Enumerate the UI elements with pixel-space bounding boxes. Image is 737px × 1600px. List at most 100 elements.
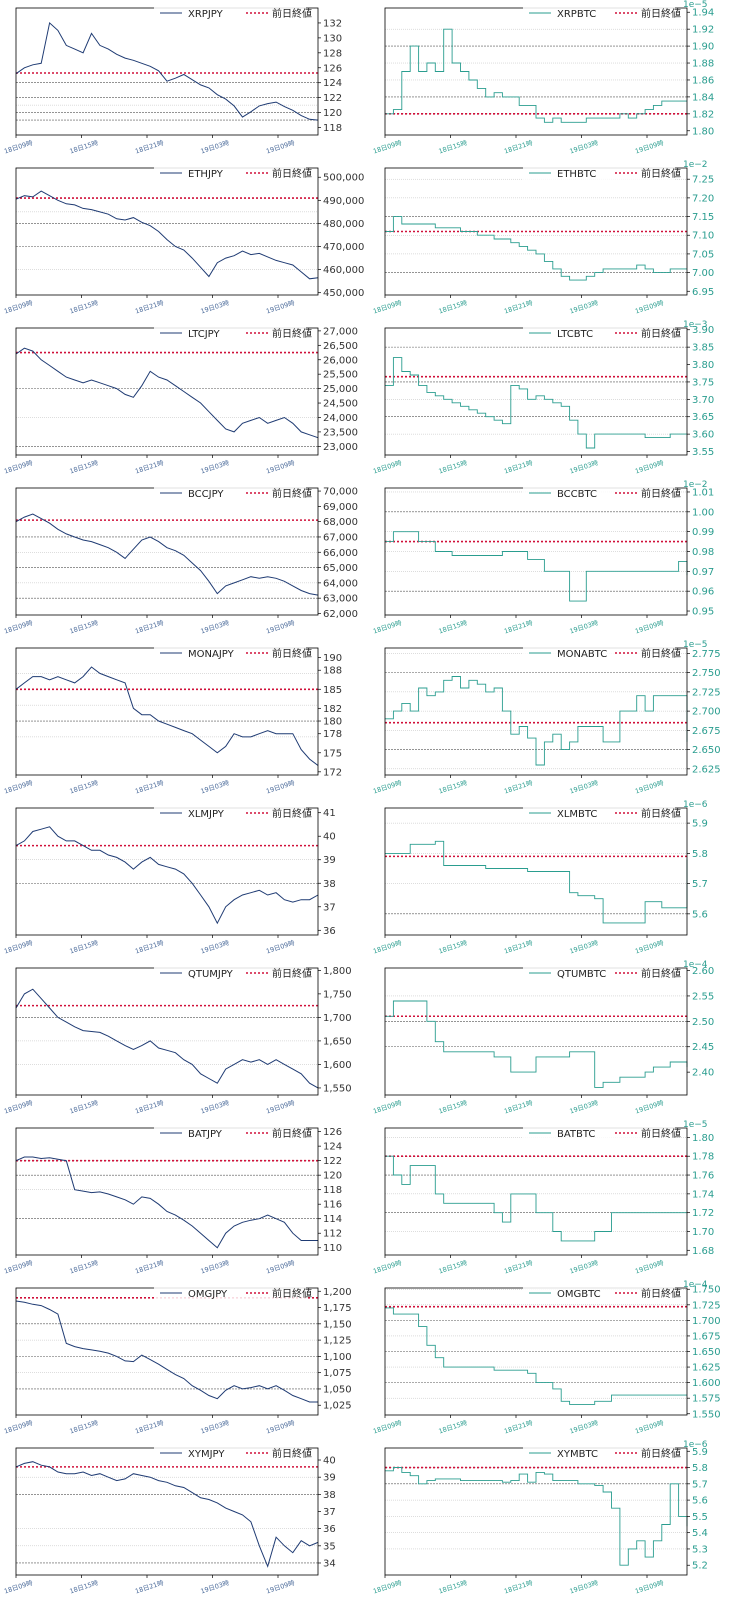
legend-prev-close-label: 前日終値: [272, 327, 312, 340]
y-tick-label: 66,000: [323, 548, 358, 559]
x-tick-label: 18日15時: [438, 299, 469, 316]
series-line-ltcbtc: [385, 357, 687, 449]
chart-svg: 36 37 38 39 40 41 18日09時 18日15時 18日21時 19日03時 19日0…: [3, 806, 336, 956]
chart-svg: 1.68 1.70 1.72 1.74 1.76 1.78 1.80 1e−5 18日09時 18…: [372, 1120, 714, 1275]
y-exponent: 1e−5: [683, 0, 708, 10]
y-tick-label: 128: [323, 48, 342, 59]
series-line-xrpjpy: [15, 21, 319, 121]
chart-panel-xlmjpy: 36 37 38 39 40 41 18日09時 18日15時 18日21時 19日03時 19日0…: [0, 800, 368, 960]
y-tick-label: 0.96: [692, 587, 714, 598]
legend-box: [523, 806, 675, 822]
legend-box: [154, 6, 306, 22]
y-tick-label: 68,000: [323, 517, 358, 528]
y-tick-label: 172: [323, 767, 342, 778]
y-exponent: 1e−5: [683, 1120, 708, 1130]
y-tick-label: 5.7: [692, 879, 708, 890]
x-tick-label: 19日09時: [265, 1419, 296, 1436]
y-tick-label: 450,000: [323, 288, 364, 299]
legend-box: [154, 966, 306, 982]
y-tick-label: 7.20: [692, 193, 714, 204]
x-tick-label: 18日21時: [134, 1099, 165, 1116]
plot-frame: [15, 807, 319, 936]
x-tick-label: 19日09時: [265, 939, 296, 956]
y-tick-label: 0.98: [692, 547, 714, 558]
x-tick-label: 18日09時: [372, 779, 403, 796]
y-tick-label: 130: [323, 33, 342, 44]
x-tick-label: 19日09時: [634, 299, 665, 316]
y-tick-label: 5.6: [692, 909, 708, 920]
legend-series-name: ETHJPY: [188, 169, 224, 180]
x-tick-label: 18日21時: [134, 1579, 165, 1596]
x-tick-label: 18日15時: [69, 1419, 100, 1436]
x-tick-label: 18日09時: [372, 1579, 403, 1596]
y-tick-label: 120: [323, 1171, 342, 1182]
chart-svg: 34 35 36 37 38 39 40 18日09時 18日15時 18日21時 19日03時 19…: [3, 1446, 336, 1596]
y-tick-label: 26,500: [323, 341, 358, 352]
legend-box: [523, 1286, 675, 1302]
chart-svg: 1,025 1,050 1,075 1,100 1,125 1,150 1,175 1,200…: [3, 1286, 352, 1436]
y-tick-label: 1.74: [692, 1189, 714, 1200]
legend-prev-close-label: 前日終値: [272, 807, 312, 820]
y-tick-label: 5.9: [692, 819, 708, 830]
y-tick-label: 69,000: [323, 502, 358, 513]
chart-svg: 62,000 63,000 64,000 65,000 66,000 67,000 68,0…: [3, 486, 358, 636]
x-tick-label: 19日03時: [569, 139, 600, 156]
legend-box: [154, 646, 306, 662]
y-tick-label: 126: [323, 63, 342, 74]
x-tick-label: 18日15時: [438, 619, 469, 636]
y-tick-label: 38: [323, 879, 336, 890]
x-tick-label: 18日09時: [372, 1419, 403, 1436]
x-tick-label: 18日09時: [3, 1099, 34, 1116]
legend-prev-close-label: 前日終値: [641, 167, 681, 180]
y-tick-label: 1.76: [692, 1171, 714, 1182]
legend-box: [523, 966, 675, 982]
y-tick-label: 1.92: [692, 25, 714, 36]
x-tick-label: 19日03時: [569, 1419, 600, 1436]
x-tick-label: 19日09時: [265, 459, 296, 476]
chart-panel-monajpy: 172 175 178 180 182 185 188 190 18日09時 18日15時 18日2…: [0, 640, 368, 800]
y-tick-label: 40: [323, 832, 336, 843]
legend-series-name: BATBTC: [557, 1129, 595, 1140]
x-tick-label: 19日09時: [265, 1579, 296, 1596]
legend-series-name: XYMBTC: [557, 1449, 598, 1460]
chart-panel-xymjpy: 34 35 36 37 38 39 40 18日09時 18日15時 18日21時 19日03時 19…: [0, 1440, 368, 1600]
legend-series-name: XYMJPY: [188, 1449, 225, 1460]
x-tick-label: 18日15時: [438, 139, 469, 156]
legend-box: [154, 326, 306, 342]
y-tick-label: 2.40: [692, 1068, 714, 1079]
y-tick-label: 2.650: [692, 745, 721, 756]
y-tick-label: 1.68: [692, 1246, 714, 1257]
chart-svg: 23,000 23,500 24,000 24,500 25,000 25,500 26,0…: [3, 326, 358, 476]
chart-panel-xrpjpy: 118 120 122 124 126 128 130 132 18日09時 18日15時 18日2…: [0, 0, 368, 160]
y-tick-label: 1,800: [323, 966, 352, 977]
series-line-monabtc: [385, 676, 688, 766]
chart-svg: 1.550 1.575 1.600 1.625 1.650 1.675 1.700 1.725…: [372, 1280, 721, 1436]
x-tick-label: 19日03時: [569, 299, 600, 316]
chart-svg: 450,000 460,000 470,000 480,000 490,000 500,0…: [3, 166, 364, 316]
plot-frame: [15, 167, 319, 296]
chart-panel-ltcjpy: 23,000 23,500 24,000 24,500 25,000 25,500 26,0…: [0, 320, 368, 480]
y-tick-label: 23,500: [323, 427, 358, 438]
x-tick-label: 19日09時: [265, 1099, 296, 1116]
series-line-qtumbtc: [385, 1000, 688, 1088]
y-tick-label: 36: [323, 926, 336, 937]
legend-box: [523, 326, 675, 342]
x-tick-label: 18日15時: [438, 939, 469, 956]
chart-panel-qtumbtc: 2.40 2.45 2.50 2.55 2.60 1e−4 18日09時 18日15時 18日2…: [369, 960, 737, 1120]
y-tick-label: 7.10: [692, 231, 714, 242]
y-tick-label: 1.550: [692, 1409, 721, 1420]
y-exponent: 1e−2: [683, 160, 708, 170]
y-tick-label: 6.95: [692, 287, 714, 298]
x-tick-label: 18日09時: [3, 1579, 34, 1596]
x-tick-label: 19日03時: [200, 299, 231, 316]
y-tick-label: 1,175: [323, 1303, 352, 1314]
y-tick-label: 1.750: [692, 1285, 721, 1296]
y-tick-label: 1.94: [692, 8, 714, 19]
x-tick-label: 18日09時: [3, 619, 34, 636]
series-line-omgbtc: [385, 1307, 687, 1405]
chart-panel-bccbtc: 0.95 0.96 0.97 0.98 0.99 1.00 1.01 1e−2 18日09時 18…: [369, 480, 737, 640]
x-tick-label: 18日21時: [503, 1099, 534, 1116]
x-tick-label: 18日21時: [503, 139, 534, 156]
y-tick-label: 500,000: [323, 173, 364, 184]
y-tick-label: 1,600: [323, 1060, 352, 1071]
